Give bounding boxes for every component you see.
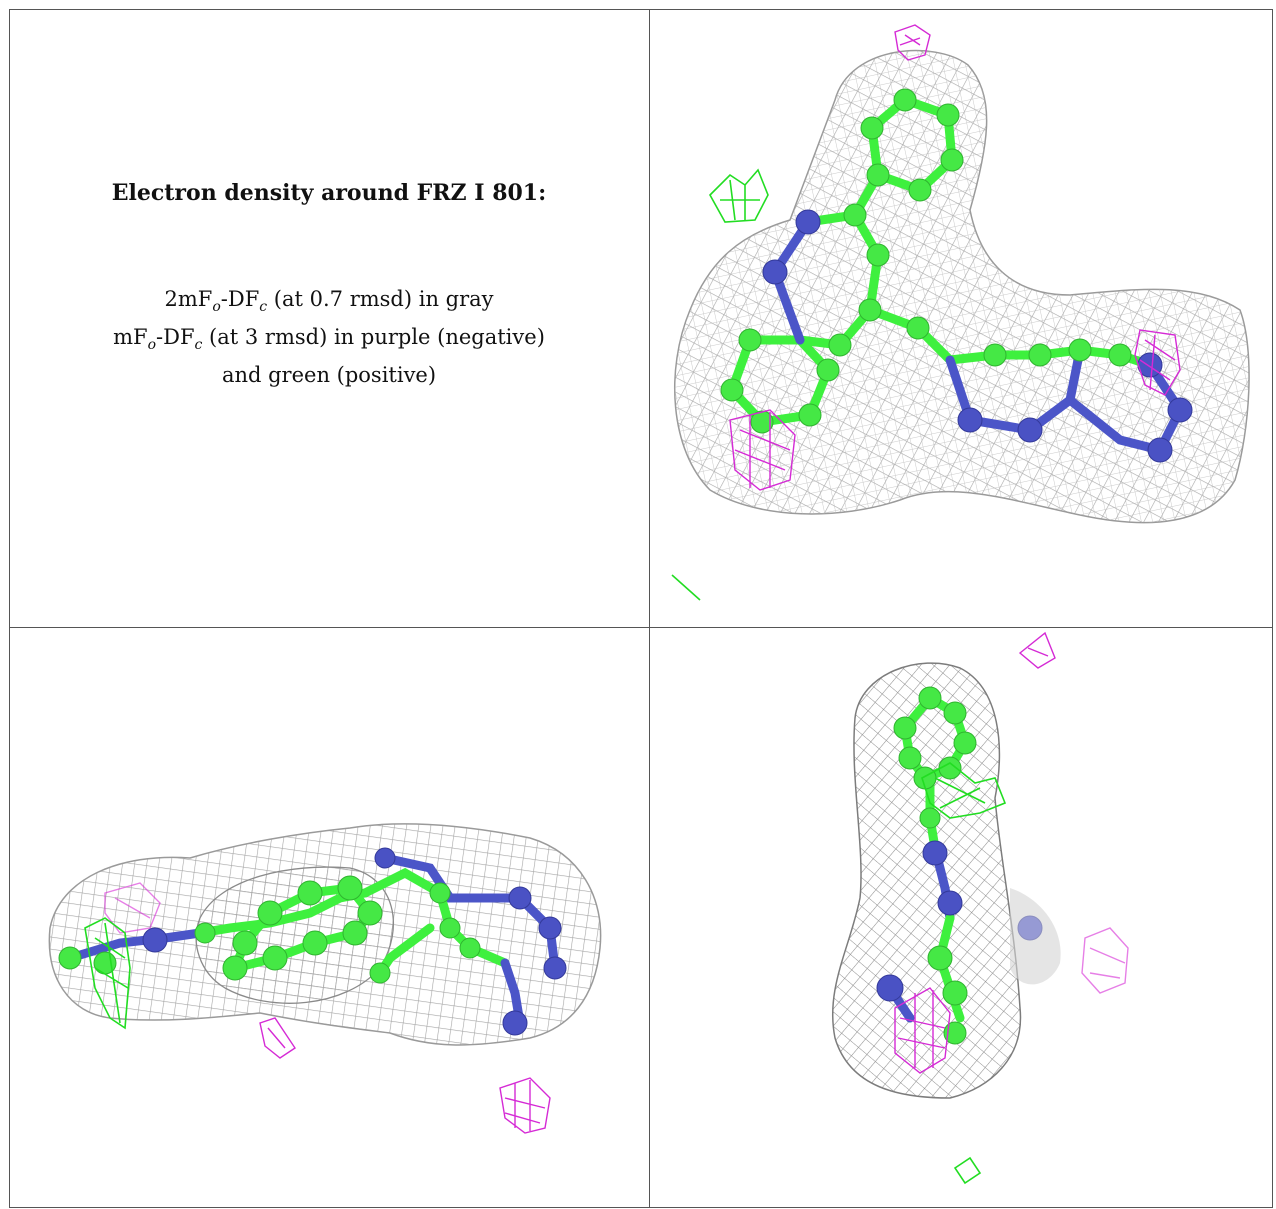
caption-legend: 2mFo-DFc (at 0.7 rmsd) in gray mFo-DFc (…: [10, 284, 648, 390]
row-divider: [9, 627, 1273, 628]
view-bottom-right: [831, 631, 1129, 1185]
figure-table: [9, 9, 1273, 1208]
ligand-atoms: [720, 88, 1193, 463]
view-bottom-left: [48, 823, 602, 1134]
difference-density-negative: [729, 24, 1181, 491]
column-divider: [649, 9, 650, 1208]
caption-cell: Electron density around FRZ I 801: 2mFo-…: [10, 10, 648, 626]
ligand-atoms: [876, 686, 1043, 1045]
difference-density-positive: [671, 168, 769, 601]
caption-title: Electron density around FRZ I 801:: [111, 180, 547, 206]
legend-fofc-positive: and green (positive): [221, 363, 437, 388]
difference-density-negative: [104, 882, 551, 1134]
legend-2fofc: 2mFo-DFc (at 0.7 rmsd) in gray: [164, 287, 494, 316]
difference-density-positive: [84, 917, 131, 1030]
difference-density-negative: [894, 631, 1129, 1074]
view-top-right: [671, 24, 1250, 601]
difference-density-positive: [921, 762, 1007, 1185]
legend-fofc: mFo-DFc (at 3 rmsd) in purple (negative): [113, 325, 545, 354]
